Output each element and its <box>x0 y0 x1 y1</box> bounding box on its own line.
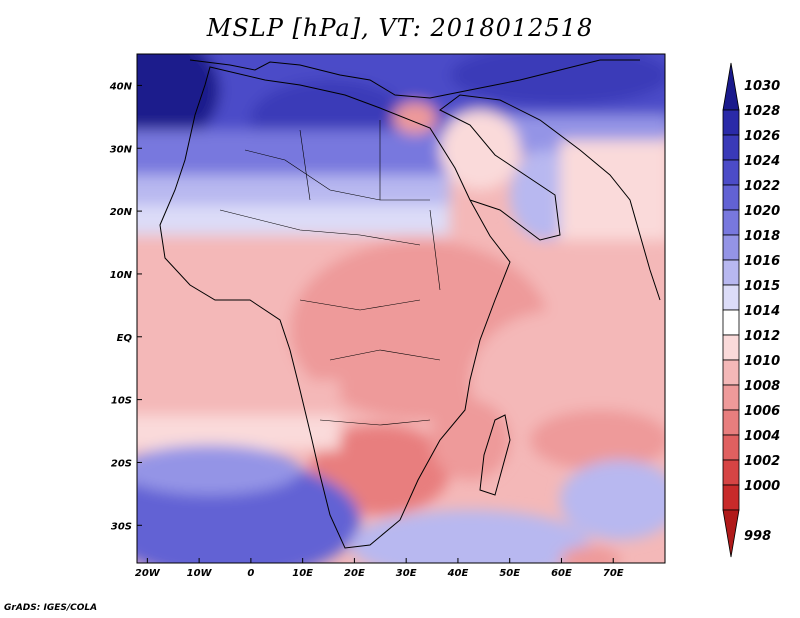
coastlines <box>159 59 661 549</box>
colorbar-swatch <box>722 184 740 211</box>
colorbar-swatch <box>722 359 740 386</box>
colorbar-label: 1015 <box>744 279 780 294</box>
colorbar-label: 1028 <box>744 104 780 119</box>
colorbar-swatch <box>722 409 740 436</box>
lat-tick-label: 40N <box>109 81 133 92</box>
colorbar-label: 1018 <box>744 229 780 244</box>
colorbar-swatch <box>722 159 740 186</box>
colorbar-label: 1014 <box>744 304 780 319</box>
colorbar-swatch <box>722 234 740 261</box>
colorbar-swatch <box>722 109 740 136</box>
colorbar-swatch <box>722 209 740 236</box>
colorbar-swatch <box>722 509 740 558</box>
colorbar-label: 1002 <box>744 454 780 469</box>
colorbar-swatch <box>722 62 740 111</box>
lat-tick-label: 10S <box>111 396 132 407</box>
lon-tick-label: 40E <box>447 568 469 579</box>
lat-tick-label: 20S <box>111 458 132 469</box>
lat-tick-label: 30N <box>110 144 133 155</box>
colorbar-swatch <box>722 434 740 461</box>
lon-tick-label: 60E <box>551 568 572 579</box>
lon-tick-label: 20W <box>135 568 161 579</box>
colorbar-label: 1012 <box>744 329 780 344</box>
arabia-coastline <box>439 94 661 301</box>
lat-tick-label: 20N <box>110 207 133 218</box>
africa-coastline <box>159 66 511 549</box>
colorbar-label: 998 <box>744 529 771 544</box>
colorbar-label: 1024 <box>744 154 780 169</box>
madagascar-coastline <box>479 414 511 496</box>
map-frame <box>136 53 666 564</box>
europe-coastline <box>189 59 640 99</box>
map-title: MSLP [hPa], VT: 2018012518 <box>206 14 594 42</box>
pressure-field <box>137 54 665 563</box>
colorbar-swatch <box>722 459 740 486</box>
colorbar-label: 1006 <box>744 404 780 419</box>
lat-tick-label: 10N <box>110 270 133 281</box>
lon-tick-label: 20E <box>344 568 365 579</box>
colorbar-swatch <box>722 259 740 286</box>
colorbar: 1030 1028 1026 1024 1022 1020 1018 1016 1015 1014… <box>722 62 780 558</box>
border-lines <box>219 120 441 426</box>
lon-ticks: 20W 10W 0 10E 20E 30E 40E 50E 60E 70E <box>135 558 624 579</box>
lon-tick-label: 0 <box>247 568 254 579</box>
colorbar-swatch <box>722 484 740 511</box>
colorbar-label: 1000 <box>744 479 780 494</box>
colorbar-label: 1020 <box>744 204 780 219</box>
lon-tick-label: 10W <box>187 568 213 579</box>
colorbar-swatch <box>722 384 740 411</box>
colorbar-label: 1008 <box>744 379 780 394</box>
lat-tick-label: 30S <box>111 521 132 532</box>
colorbar-swatch <box>722 284 740 311</box>
lon-tick-label: 30E <box>396 568 417 579</box>
colorbar-swatch <box>722 334 740 361</box>
colorbar-label: 1026 <box>744 129 780 144</box>
colorbar-label: 1016 <box>744 254 780 269</box>
colorbar-swatch <box>722 309 740 336</box>
colorbar-label: 1030 <box>744 79 780 94</box>
colorbar-label: 1022 <box>744 179 780 194</box>
colorbar-label: 1004 <box>744 429 780 444</box>
footer-credit: GrADS: IGES/COLA <box>4 603 98 613</box>
lat-ticks: 40N 30N 20N 10N EQ 10S 20S 30S <box>109 81 142 532</box>
lon-tick-label: 50E <box>499 568 520 579</box>
lon-tick-label: 70E <box>603 568 624 579</box>
colorbar-label: 1010 <box>744 354 780 369</box>
colorbar-swatch <box>722 134 740 161</box>
lon-tick-label: 10E <box>292 568 313 579</box>
lat-tick-label: EQ <box>117 333 133 344</box>
